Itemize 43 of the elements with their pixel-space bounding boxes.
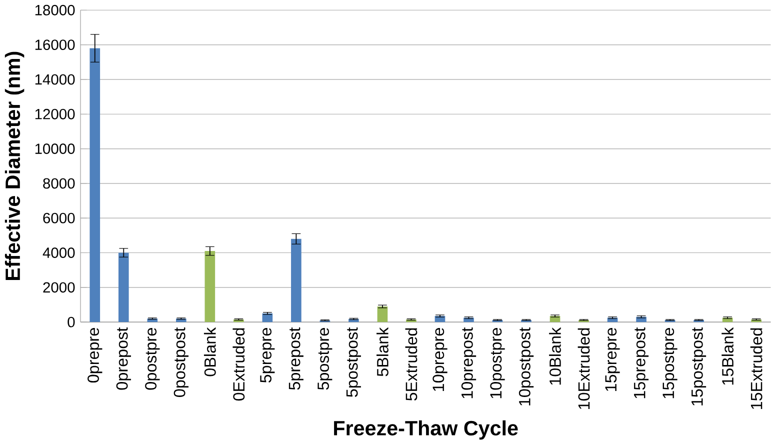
x-tick-label: 0postpost bbox=[174, 328, 188, 398]
bar bbox=[464, 318, 474, 322]
y-tick-label: 0 bbox=[68, 317, 75, 328]
x-tick-label: 15prepre bbox=[605, 328, 620, 392]
x-tick-label: 0prepost bbox=[116, 328, 131, 390]
x-tick-label: 5prepost bbox=[288, 328, 304, 390]
x-tick-label: 5Extruded bbox=[405, 328, 418, 401]
x-tick-label: 15Extruded bbox=[750, 328, 762, 410]
y-tick-label: 16000 bbox=[35, 40, 75, 50]
y-axis-title: Effective Diameter (nm) bbox=[4, 52, 24, 280]
x-tick-label: 0Extruded bbox=[232, 328, 245, 401]
y-tick-label: 14000 bbox=[35, 74, 75, 85]
bar bbox=[204, 251, 216, 322]
y-tick-label: 10000 bbox=[35, 144, 75, 154]
x-tick-label: 10Blank bbox=[549, 328, 561, 385]
x-tick-label: 15prepost bbox=[634, 328, 649, 398]
y-tick-label: 4000 bbox=[42, 248, 75, 258]
x-tick-label: 15Blank bbox=[722, 328, 734, 385]
bar bbox=[636, 317, 646, 322]
bar bbox=[118, 252, 129, 322]
x-tick-label: 15postpre bbox=[662, 328, 678, 398]
x-tick-label: 10Extruded bbox=[578, 328, 590, 410]
x-tick-label: 5Blank bbox=[376, 328, 388, 376]
bar bbox=[90, 48, 100, 322]
x-tick-label: 5prepre bbox=[260, 328, 275, 383]
bar bbox=[291, 239, 302, 322]
x-tick-label: 0Blank bbox=[204, 328, 216, 376]
x-tick-label: 10prepre bbox=[432, 328, 448, 392]
y-tick-label: 12000 bbox=[35, 109, 75, 120]
x-tick-label: 0postpre bbox=[145, 328, 160, 390]
bar bbox=[377, 306, 388, 322]
x-axis-title: Freeze-Thaw Cycle bbox=[334, 420, 518, 440]
y-tick-label: 6000 bbox=[43, 213, 75, 224]
x-tick-label: 10postpost bbox=[518, 328, 534, 406]
y-tick-label: 18000 bbox=[35, 5, 75, 16]
y-tick-label: 2000 bbox=[43, 282, 75, 293]
x-tick-label: 5postpre bbox=[318, 328, 332, 390]
x-tick-label: 10prepost bbox=[461, 328, 476, 398]
x-tick-label: 15postpost bbox=[692, 328, 706, 406]
x-tick-label: 0prepre bbox=[88, 328, 102, 383]
y-tick-label: 8000 bbox=[43, 178, 75, 189]
x-tick-label: 5postpost bbox=[346, 328, 361, 398]
x-tick-label: 10postpre bbox=[490, 328, 505, 398]
